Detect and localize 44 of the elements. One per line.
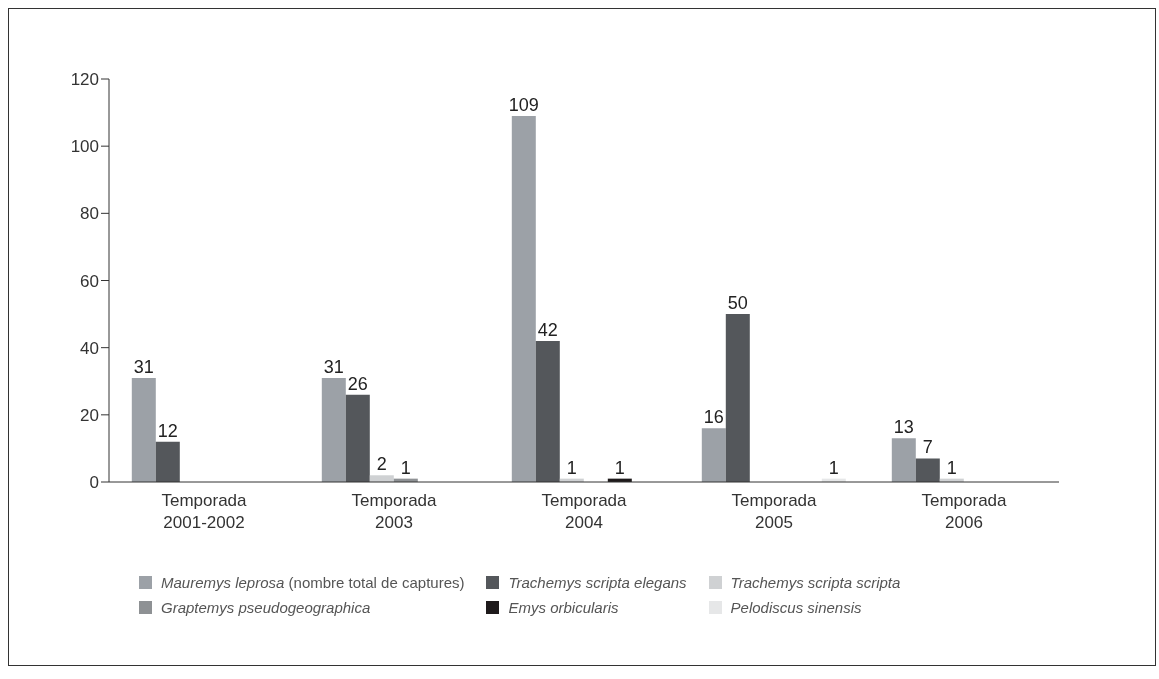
- y-tick-label: 80: [80, 204, 99, 224]
- bar: [131, 377, 156, 482]
- data-label: 1: [614, 457, 625, 478]
- data-label: 13: [893, 417, 914, 438]
- x-tick-label: Temporada 2004: [541, 491, 628, 532]
- data-label: 1: [828, 457, 839, 478]
- x-tick-label: Temporada 2006: [921, 491, 1008, 532]
- x-tick-label: Temporada 2005: [731, 491, 818, 532]
- data-label: 42: [537, 319, 558, 340]
- data-label: 1: [400, 457, 411, 478]
- legend-label: Emys orbicularis: [508, 599, 619, 616]
- bar: [155, 441, 180, 482]
- y-tick-label: 120: [70, 70, 99, 90]
- data-label: 12: [157, 420, 178, 441]
- bar: [701, 428, 726, 482]
- data-label: 31: [323, 356, 344, 377]
- bar: [535, 340, 560, 482]
- y-tick-label: 20: [80, 405, 99, 425]
- legend-label: Pelodiscus sinensis: [730, 599, 862, 616]
- data-label: 16: [703, 407, 724, 428]
- legend-label: Trachemys scripta elegans: [508, 574, 687, 591]
- data-label: 50: [727, 293, 748, 314]
- legend-label: Graptemys pseudogeographica: [161, 599, 371, 616]
- bar: [345, 394, 370, 482]
- y-tick-label: 60: [80, 271, 99, 291]
- x-tick-label: Temporada 2001-2002: [161, 491, 248, 532]
- bar: [511, 115, 536, 482]
- data-label: 7: [922, 437, 933, 458]
- bar: [725, 314, 750, 482]
- y-tick-label: 0: [89, 473, 99, 493]
- data-label: 2: [376, 454, 387, 475]
- y-tick-label: 100: [70, 137, 99, 157]
- legend-label: Trachemys scripta scripta: [730, 574, 901, 591]
- data-label: 26: [347, 373, 368, 394]
- data-label: 31: [133, 356, 154, 377]
- x-tick-label: Temporada 2003: [351, 491, 438, 532]
- data-label: 1: [566, 457, 577, 478]
- bar: [891, 438, 916, 482]
- data-label: 1: [946, 457, 957, 478]
- bar: [321, 377, 346, 482]
- y-tick-label: 40: [80, 338, 99, 358]
- legend-label: Mauremys leprosa (nombre total de captures): [161, 574, 465, 591]
- bar: [915, 458, 940, 482]
- data-label: 109: [508, 94, 539, 115]
